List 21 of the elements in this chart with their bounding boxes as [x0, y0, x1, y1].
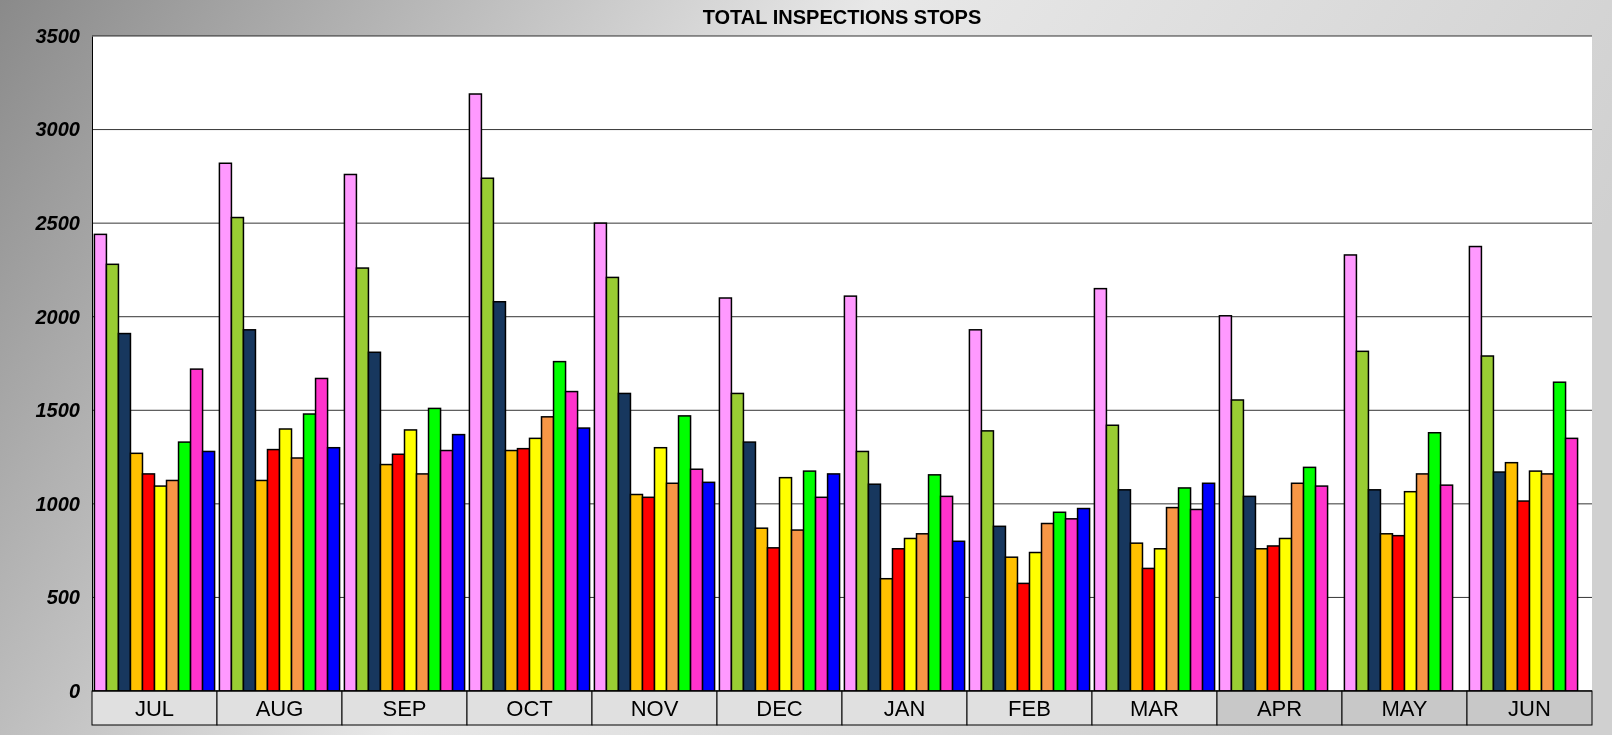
x-tick-label: APR	[1256, 696, 1303, 721]
y-tick-label: 2000	[34, 305, 80, 328]
x-tick-label: MAR	[1130, 696, 1179, 721]
y-tick-label: 2500	[34, 212, 80, 235]
y-tick-label: 3000	[35, 118, 80, 141]
y-tick-label: 1500	[35, 399, 80, 422]
y-tick-label: 0	[68, 679, 80, 702]
x-tick-label: AUG	[255, 696, 304, 721]
chart-title: TOTAL INSPECTIONS STOPS	[702, 6, 982, 28]
y-tick-label: 1000	[35, 492, 80, 515]
x-tick-label: JUL	[134, 696, 175, 721]
x-tick-label: JUN	[1508, 696, 1551, 721]
x-tick-label: SEP	[382, 696, 427, 721]
x-tick-label: DEC	[756, 696, 803, 721]
x-tick-label: FEB	[1008, 696, 1051, 721]
y-tick-label: 3500	[35, 24, 80, 47]
x-tick-label: OCT	[506, 696, 553, 721]
x-tick-label: NOV	[630, 696, 679, 721]
x-tick-label: JAN	[883, 696, 926, 721]
x-tick-label: MAY	[1381, 696, 1428, 721]
y-tick-label: 500	[46, 586, 80, 609]
